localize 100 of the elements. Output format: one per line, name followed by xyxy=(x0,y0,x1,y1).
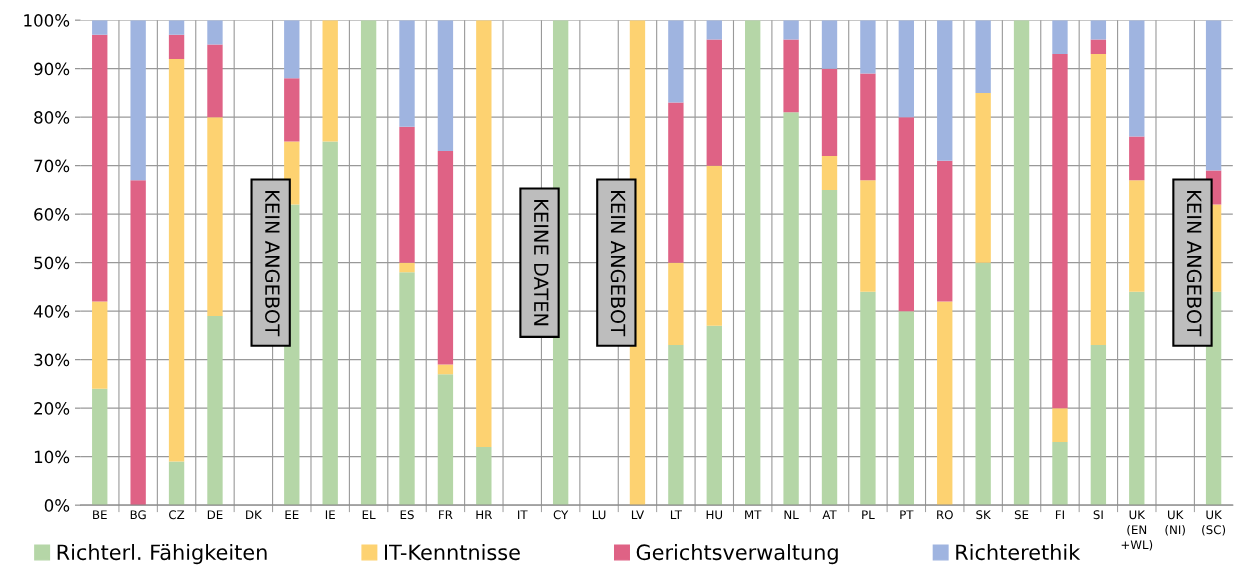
x-tick-label: RO xyxy=(937,510,953,520)
bar xyxy=(821,155,838,190)
x-tick-label: HR xyxy=(476,510,493,519)
x-tick-label: UK (NI) xyxy=(1165,510,1185,536)
bar xyxy=(399,20,415,127)
bar xyxy=(706,325,722,506)
legend-label: Richterl. Fähigkeiten xyxy=(57,544,267,565)
bar xyxy=(437,20,454,152)
y-tick-label: 0% xyxy=(44,499,70,512)
annotation: KEIN ANGEBOT xyxy=(1186,191,1202,337)
bar xyxy=(1052,408,1068,443)
x-tick-label: LT xyxy=(670,510,682,519)
annotation: KEINE DATEN xyxy=(534,200,549,326)
x-tick-label: PL xyxy=(862,510,875,519)
y-tick-label: 100% xyxy=(24,14,70,27)
y-tick-label: 80% xyxy=(34,111,70,124)
x-tick-label: FR xyxy=(439,510,453,519)
bar xyxy=(706,20,722,40)
bar xyxy=(92,388,108,506)
x-tick-label: FI xyxy=(1055,510,1064,519)
bar xyxy=(1205,20,1222,171)
y-tick-label: 90% xyxy=(34,62,70,76)
annotation: KEIN ANGEBOT xyxy=(265,191,280,337)
y-tick-label: 70% xyxy=(34,159,70,173)
y-tick-label: 40% xyxy=(33,305,70,318)
x-tick-label: DK xyxy=(246,510,263,519)
bar xyxy=(399,126,415,263)
bar xyxy=(168,34,185,59)
bar xyxy=(476,20,492,447)
bar xyxy=(783,39,799,113)
bar xyxy=(207,316,223,506)
bar xyxy=(360,20,377,506)
bar xyxy=(668,102,684,263)
x-tick-label: NL xyxy=(784,510,799,519)
bar xyxy=(668,345,684,506)
bar xyxy=(1129,180,1145,292)
bar xyxy=(668,262,684,346)
bar xyxy=(937,301,953,506)
x-tick-label: PT xyxy=(900,510,914,519)
bar xyxy=(168,20,185,35)
bar xyxy=(1090,345,1107,506)
bar xyxy=(898,311,915,506)
bar xyxy=(745,20,761,506)
x-tick-label: BE xyxy=(93,510,107,519)
annotation: KEIN ANGEBOT xyxy=(610,191,626,337)
bar xyxy=(92,20,108,35)
bar xyxy=(322,20,338,142)
bar xyxy=(168,58,185,462)
bar xyxy=(284,20,300,79)
bar xyxy=(207,20,223,45)
x-tick-label: IT xyxy=(518,510,528,519)
bar xyxy=(437,151,454,365)
bar xyxy=(860,20,876,74)
bar xyxy=(821,68,838,156)
bar xyxy=(207,44,223,118)
x-tick-label: HU xyxy=(706,510,723,520)
bar xyxy=(207,117,223,317)
x-tick-label: SE xyxy=(1014,510,1029,520)
bar xyxy=(706,39,722,166)
y-tick-label: 50% xyxy=(34,256,70,270)
bar xyxy=(783,20,799,40)
x-tick-label: SI xyxy=(1093,510,1103,520)
bar xyxy=(937,20,953,161)
y-tick-label: 10% xyxy=(34,450,70,464)
bar xyxy=(975,92,991,263)
bar xyxy=(1090,39,1107,55)
legend-label: IT-Kenntnisse xyxy=(384,544,520,561)
x-tick-label: SK xyxy=(976,510,992,520)
bar xyxy=(975,262,991,506)
bar xyxy=(1052,442,1068,506)
bar xyxy=(284,78,300,142)
bar xyxy=(1013,20,1030,506)
bar xyxy=(668,20,684,103)
x-tick-label: LU xyxy=(592,510,606,520)
bar xyxy=(821,20,838,69)
bar xyxy=(1090,54,1107,346)
bar xyxy=(437,374,454,506)
y-tick-label: 60% xyxy=(34,208,70,221)
bar xyxy=(1129,291,1145,506)
bar xyxy=(898,117,915,312)
bar xyxy=(1052,20,1068,55)
bar xyxy=(1129,20,1145,137)
bar xyxy=(1090,20,1107,40)
x-tick-label: CZ xyxy=(169,510,185,520)
bar xyxy=(783,112,799,506)
x-tick-label: IE xyxy=(325,510,335,519)
bar xyxy=(860,180,876,292)
x-tick-label: ES xyxy=(400,510,414,520)
x-tick-label: UK (SC) xyxy=(1202,510,1226,536)
bar xyxy=(476,446,492,506)
x-tick-label: EE xyxy=(285,510,299,519)
bar xyxy=(860,73,876,181)
bar xyxy=(975,20,991,93)
bar xyxy=(706,165,722,326)
bar xyxy=(898,20,915,118)
bar xyxy=(1052,54,1068,409)
legend-label: Gerichtsverwaltung xyxy=(636,544,838,565)
bar xyxy=(130,20,146,181)
bar xyxy=(168,461,185,506)
bar xyxy=(399,272,415,506)
